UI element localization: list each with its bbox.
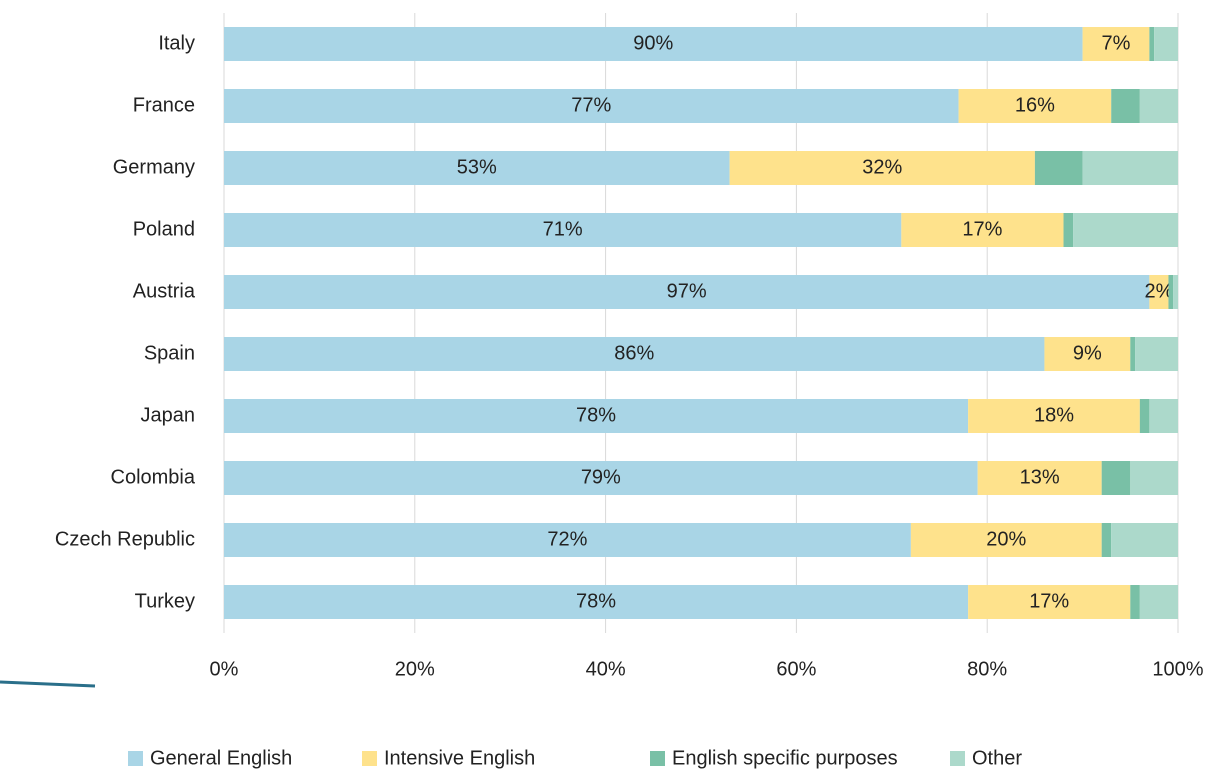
bar-segment bbox=[224, 399, 969, 433]
legend-swatch bbox=[362, 751, 377, 766]
bar-segment bbox=[1154, 27, 1178, 61]
bar-segment bbox=[1149, 275, 1169, 309]
bar-segment bbox=[1073, 213, 1178, 247]
bar-segment bbox=[1135, 337, 1178, 371]
bar-segment bbox=[910, 523, 1102, 557]
data-label: 32% bbox=[862, 156, 902, 178]
legend-swatch bbox=[950, 751, 965, 766]
bar-segment bbox=[224, 27, 1083, 61]
data-label: 90% bbox=[633, 32, 673, 54]
bar-segment bbox=[977, 461, 1102, 495]
y-tick-label: Czech Republic bbox=[55, 528, 195, 550]
data-label: 72% bbox=[547, 528, 587, 550]
bar-segment bbox=[1149, 27, 1155, 61]
data-label: 13% bbox=[1020, 466, 1060, 488]
bar-segment bbox=[224, 151, 730, 185]
data-label: 16% bbox=[1015, 94, 1055, 116]
y-tick-label: Poland bbox=[133, 218, 195, 240]
legend-label: Intensive English bbox=[384, 747, 535, 769]
legend-swatch bbox=[128, 751, 143, 766]
bar-segment bbox=[1101, 461, 1131, 495]
bar-segment bbox=[1044, 337, 1131, 371]
bar-segment bbox=[901, 213, 1064, 247]
bar-segment bbox=[1139, 89, 1178, 123]
bar-segment bbox=[968, 585, 1131, 619]
y-tick-label: France bbox=[133, 94, 195, 116]
bar-segment bbox=[224, 585, 969, 619]
data-label: 78% bbox=[576, 404, 616, 426]
bar-segment bbox=[1130, 461, 1178, 495]
data-label: 17% bbox=[962, 218, 1002, 240]
data-label: 78% bbox=[576, 590, 616, 612]
data-label: 7% bbox=[1102, 32, 1131, 54]
bar-segment bbox=[224, 337, 1045, 371]
data-label: 97% bbox=[667, 280, 707, 302]
bar-segment bbox=[224, 89, 959, 123]
data-label: 2% bbox=[1144, 280, 1173, 302]
data-label: 17% bbox=[1029, 590, 1069, 612]
bar-segment bbox=[1130, 337, 1136, 371]
bar-segment bbox=[1111, 523, 1178, 557]
bar-segment bbox=[1034, 151, 1083, 185]
data-label: 20% bbox=[986, 528, 1026, 550]
legend-label: Other bbox=[972, 747, 1022, 769]
y-tick-label: Germany bbox=[113, 156, 195, 178]
bar-segment bbox=[1082, 151, 1178, 185]
legend-label: English specific purposes bbox=[672, 747, 898, 769]
data-label: 71% bbox=[543, 218, 583, 240]
data-label: 9% bbox=[1073, 342, 1102, 364]
x-tick-label: 0% bbox=[210, 658, 239, 680]
y-tick-label: Turkey bbox=[135, 590, 195, 612]
y-tick-label: Colombia bbox=[111, 466, 196, 488]
y-tick-label: Italy bbox=[158, 32, 195, 54]
bar-segment bbox=[1101, 523, 1112, 557]
x-tick-label: 20% bbox=[395, 658, 435, 680]
data-label: 79% bbox=[581, 466, 621, 488]
bar-segment bbox=[1130, 585, 1140, 619]
legend-label: General English bbox=[150, 747, 292, 769]
y-tick-label: Austria bbox=[133, 280, 196, 302]
bar-segment bbox=[1139, 585, 1178, 619]
data-label: 86% bbox=[614, 342, 654, 364]
x-tick-label: 100% bbox=[1152, 658, 1203, 680]
bar-segment bbox=[958, 89, 1112, 123]
bar-segment bbox=[1082, 27, 1150, 61]
bar-segment bbox=[1173, 275, 1178, 309]
bar-segment bbox=[224, 461, 978, 495]
bar-segment bbox=[1063, 213, 1074, 247]
x-tick-label: 60% bbox=[776, 658, 816, 680]
legend-swatch bbox=[650, 751, 665, 766]
data-label: 77% bbox=[571, 94, 611, 116]
bar-segment bbox=[968, 399, 1140, 433]
x-tick-label: 40% bbox=[586, 658, 626, 680]
y-tick-label: Spain bbox=[144, 342, 195, 364]
bar-segment bbox=[224, 213, 902, 247]
data-label: 18% bbox=[1034, 404, 1074, 426]
bar-segment bbox=[1149, 399, 1178, 433]
bar-segment bbox=[1139, 399, 1150, 433]
data-label: 53% bbox=[457, 156, 497, 178]
bar-segment bbox=[224, 523, 911, 557]
bar-segment bbox=[1168, 275, 1174, 309]
x-tick-label: 80% bbox=[967, 658, 1007, 680]
bar-segment bbox=[1111, 89, 1140, 123]
y-tick-label: Japan bbox=[141, 404, 196, 426]
decoration bbox=[0, 680, 96, 688]
bar-segment bbox=[224, 275, 1150, 309]
bar-segment bbox=[729, 151, 1035, 185]
